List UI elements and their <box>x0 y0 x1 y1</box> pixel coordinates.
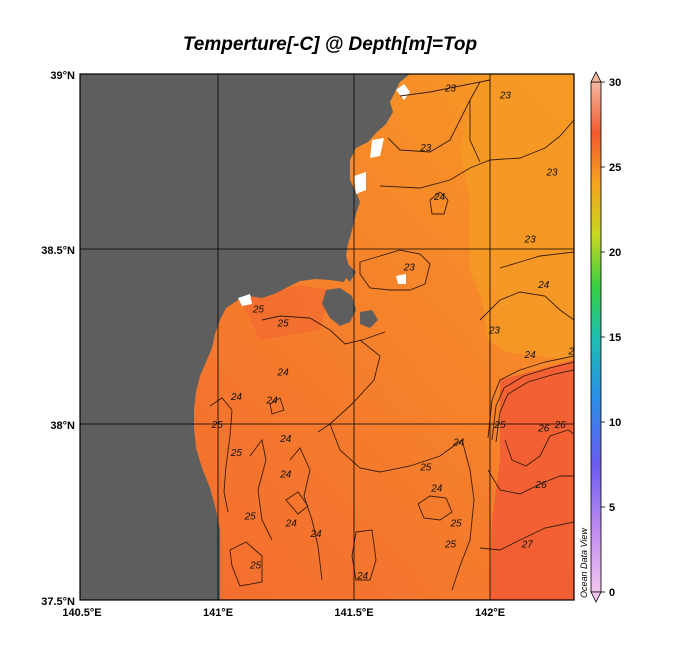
no-data-patch <box>396 84 410 100</box>
contour-label: 26 <box>535 480 548 491</box>
map-plot-area: 23 23 23 23 24 23 23 24 25 25 23 24 25 24 24 24 25 25 26 26… <box>80 74 580 600</box>
colorbar-tick-label: 0 <box>609 587 615 599</box>
x-tick-label: 142°E <box>475 607 505 619</box>
contour-label: 24 <box>430 483 443 494</box>
watermark: Ocean Data View <box>579 528 589 598</box>
contour-label: 24 <box>356 571 369 582</box>
contour-label: 23 <box>499 91 512 102</box>
map-title: Temperture[-C] @ Depth[m]=Top <box>182 34 478 55</box>
grid-lines <box>80 74 574 600</box>
island <box>370 104 390 128</box>
contour-label: 25 <box>444 539 457 550</box>
contour-label: 24 <box>279 434 292 445</box>
contour-label: 25 <box>211 420 224 431</box>
x-tick-label: 141°E <box>203 607 233 619</box>
y-tick-label: 38.5°N <box>41 245 75 257</box>
island <box>360 310 378 328</box>
colorbar-top-arrow <box>590 71 602 83</box>
contour-label: 25 <box>252 305 265 316</box>
plot-frame <box>79 73 575 601</box>
sea-cool-zone <box>460 74 574 360</box>
contour-label: 23 <box>524 234 537 245</box>
contour-label: 24 <box>433 192 446 203</box>
island <box>338 264 356 282</box>
contour-lines <box>209 79 574 591</box>
contour-label: 25 <box>249 560 262 571</box>
x-tick-label: 141.5°E <box>334 607 373 619</box>
x-tick-label: 140.5°E <box>62 607 101 619</box>
contour-label: 23 <box>545 168 558 179</box>
no-data-patch <box>370 138 384 158</box>
contour-label: 24 <box>266 396 279 407</box>
no-data-patch <box>238 294 252 306</box>
contour-label: 25 <box>449 518 462 529</box>
colorbar-tick-label: 25 <box>609 162 621 174</box>
no-data-patch <box>396 274 406 284</box>
colorbar-tick-label: 30 <box>609 77 621 89</box>
colorbar-ticks: 30 25 20 15 10 5 0 <box>601 77 621 599</box>
colorbar-tick-label: 15 <box>609 332 621 344</box>
contour-label: 24 <box>230 392 243 403</box>
contour-label: 25 <box>419 462 432 473</box>
contour-label: 23 <box>488 326 501 337</box>
contour-label: 24 <box>279 469 292 480</box>
colorbar-gradient <box>590 81 602 593</box>
colorbar: 30 25 20 15 10 5 0 <box>590 71 621 603</box>
colorbar-tick-label: 5 <box>609 502 615 514</box>
contour-label: 24 <box>524 350 537 361</box>
contour-label: 23 <box>403 262 416 273</box>
contour-label: 24 <box>537 280 550 291</box>
sea-warm-coastal <box>240 285 330 340</box>
contour-label: 25 <box>244 511 257 522</box>
contour-label: 25 <box>493 420 506 431</box>
contour-label: 23 <box>419 143 432 154</box>
contour-label: 24 <box>277 368 290 379</box>
colorbar-bottom-arrow <box>590 591 602 603</box>
colorbar-tick-label: 20 <box>609 247 621 259</box>
contour-label: 24 <box>309 529 322 540</box>
contour-label-group: 23 23 23 23 24 23 23 24 25 25 23 24 25 24 24 24 25 25 26 26… <box>211 84 580 583</box>
y-tick-label: 38°N <box>50 420 75 432</box>
contour-label: 24 <box>452 438 465 449</box>
contour-label: 23 <box>444 84 457 95</box>
contour-label: 26 <box>554 420 567 431</box>
y-tick-label: 39°N <box>50 70 75 82</box>
contour-label: 26 <box>537 424 550 435</box>
contour-label: 25 <box>230 448 243 459</box>
sea-warm-zone <box>490 360 574 600</box>
contour-label: 25 <box>567 347 580 358</box>
contour-label: 24 <box>285 518 298 529</box>
peninsula <box>322 288 356 326</box>
land <box>80 74 410 600</box>
contour-label: 27 <box>521 539 534 550</box>
colorbar-tick-label: 10 <box>609 417 621 429</box>
y-tick-label: 37.5°N <box>41 596 75 608</box>
no-data-patch <box>354 172 366 194</box>
contour-label: 25 <box>277 319 290 330</box>
